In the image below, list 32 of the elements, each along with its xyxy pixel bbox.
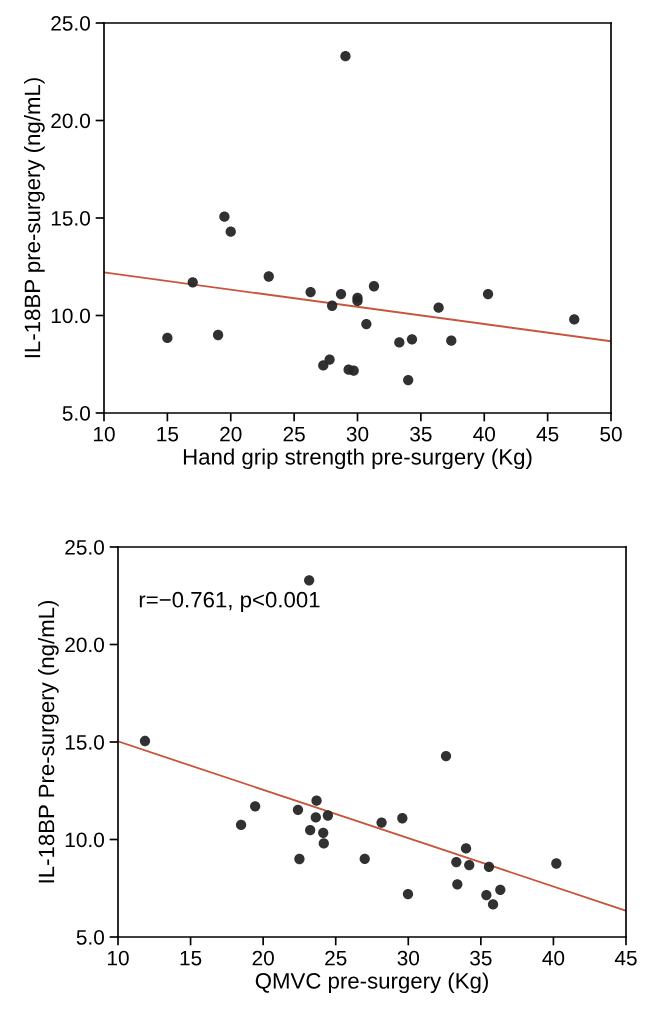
x-tick-label: 25: [325, 950, 347, 966]
y-tick-label: 25.0: [51, 16, 90, 31]
y-axis-title: IL-18BP pre-surgery (ng/mL): [23, 78, 45, 358]
y-tick-label: 15.0: [51, 211, 90, 226]
y-tick-label: 5.0: [76, 930, 104, 945]
x-tick-label: 10: [94, 426, 115, 442]
y-tick-label: 20.0: [65, 637, 104, 653]
y-tick-label: 10.0: [51, 308, 90, 324]
annotation: r=−0.761, p<0.001: [139, 591, 320, 612]
x-tick-label: 30: [346, 426, 369, 442]
x-tick-label: 45: [536, 426, 559, 442]
x-tick-label: 15: [180, 950, 202, 966]
y-tick-label: 20.0: [51, 113, 90, 129]
x-tick-label: 10: [108, 950, 129, 966]
x-tick-label: 20: [220, 426, 242, 442]
y-tick-label: 25.0: [65, 540, 104, 555]
y-tick-label: 10.0: [65, 832, 104, 848]
y-tick-label: 15.0: [65, 735, 104, 750]
y-axis-title: IL-18BP Pre-surgery (ng/mL): [37, 600, 59, 883]
x-tick-label: 45: [614, 950, 637, 966]
x-tick-label: 35: [470, 950, 492, 966]
y-tick-label: 5.0: [62, 406, 90, 421]
x-tick-label: 40: [473, 426, 496, 442]
x-axis-title: QMVC pre-surgery (Kg): [255, 972, 488, 994]
x-axis-title: Hand grip strength pre-surgery (Kg): [183, 448, 532, 470]
x-tick-label: 25: [283, 426, 305, 442]
x-tick-label: 30: [397, 950, 420, 966]
x-tick-label: 35: [410, 426, 432, 442]
x-tick-label: 40: [542, 950, 565, 966]
x-tick-label: 15: [157, 426, 179, 442]
x-tick-label: 50: [600, 426, 622, 442]
x-tick-label: 20: [252, 950, 274, 966]
